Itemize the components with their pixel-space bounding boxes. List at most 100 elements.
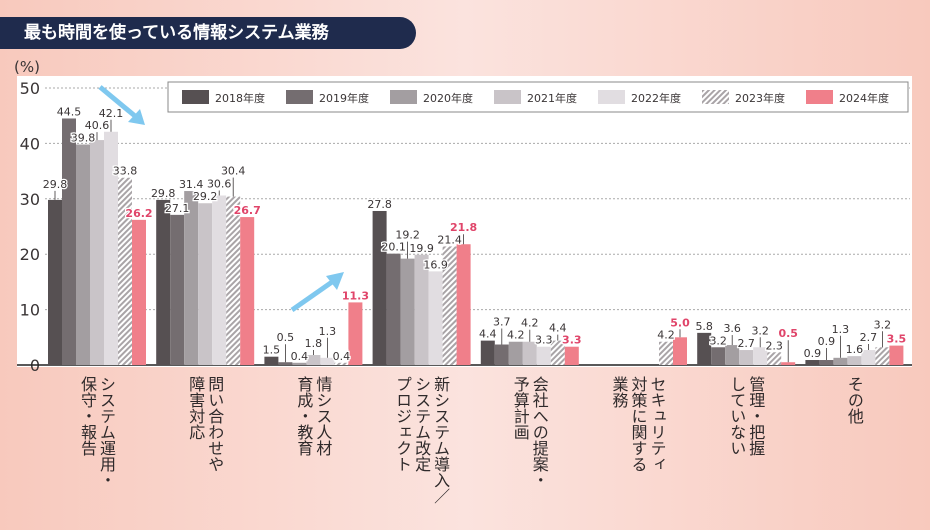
bar xyxy=(212,195,227,365)
bar xyxy=(334,362,349,365)
bar xyxy=(264,356,279,365)
bar xyxy=(386,253,401,365)
data-label: 1.3 xyxy=(832,323,850,336)
data-label: 42.1 xyxy=(99,107,124,120)
data-label: 11.3 xyxy=(342,289,369,302)
trend-arrow-down xyxy=(98,85,145,125)
data-label: 3.2 xyxy=(751,324,769,337)
category-label: システム運用・ 保守・報告 xyxy=(78,376,116,488)
bar xyxy=(847,356,862,365)
chart-title: 最も時間を使っている情報システム業務 xyxy=(0,17,416,49)
bar xyxy=(118,177,132,365)
data-label: 26.2 xyxy=(125,207,152,220)
data-label: 3.2 xyxy=(709,334,727,347)
legend-swatch xyxy=(390,90,417,104)
category-label: 会社への提案・ 予算計画 xyxy=(510,376,549,488)
bar xyxy=(550,340,565,365)
bar xyxy=(739,350,754,365)
category-label: 問い合わせや 障害対応 xyxy=(186,376,225,472)
bar xyxy=(494,344,509,365)
bar xyxy=(725,345,740,365)
data-label: 3.6 xyxy=(723,322,741,335)
data-label: 30.4 xyxy=(221,165,246,178)
data-label: 27.8 xyxy=(367,198,392,211)
bar xyxy=(278,362,293,365)
data-label: 31.4 xyxy=(179,178,204,191)
category-label: 情シス人材 育成・教育 xyxy=(294,376,333,456)
bar xyxy=(697,332,712,365)
bar xyxy=(861,350,876,365)
bar xyxy=(62,118,76,365)
bar xyxy=(306,355,321,365)
data-label: 5.8 xyxy=(695,320,713,333)
data-label: 44.5 xyxy=(57,105,82,118)
bar xyxy=(226,196,241,365)
bar xyxy=(320,357,335,365)
bar xyxy=(170,214,185,365)
data-label: 3.2 xyxy=(874,318,892,331)
data-label: 1.5 xyxy=(263,344,281,357)
legend-swatch xyxy=(806,90,833,104)
bar xyxy=(48,199,62,365)
data-label: 27.1 xyxy=(165,202,190,215)
legend-label: 2022年度 xyxy=(631,91,681,105)
bar xyxy=(90,140,104,365)
data-label: 21.4 xyxy=(437,233,462,246)
bar xyxy=(442,246,457,365)
category-label: その他 xyxy=(844,376,864,424)
data-label: 4.2 xyxy=(521,317,539,330)
bar xyxy=(292,362,307,365)
data-label: 4.4 xyxy=(479,328,497,341)
bar xyxy=(480,340,495,365)
legend-swatch xyxy=(182,90,209,104)
data-label: 0.4 xyxy=(333,350,351,363)
data-label: 0.5 xyxy=(778,327,798,340)
trend-arrow-up xyxy=(290,272,344,313)
bar xyxy=(659,341,673,365)
bar xyxy=(400,258,415,365)
category-label: セキュリティ 対策に関する 業務 xyxy=(609,376,667,472)
bar xyxy=(833,357,848,365)
legend-swatch xyxy=(598,90,625,104)
legend-label: 2019年度 xyxy=(319,91,369,105)
category-label: 管理・把握 していない xyxy=(727,376,766,456)
bar xyxy=(889,345,904,365)
data-label: 29.2 xyxy=(193,190,218,203)
data-label: 21.8 xyxy=(450,221,477,234)
bar xyxy=(875,347,890,365)
data-label: 29.8 xyxy=(151,187,176,200)
data-label: 30.6 xyxy=(207,177,232,190)
y-tick-label: 40 xyxy=(20,134,40,153)
data-label: 5.0 xyxy=(670,316,690,329)
data-label: 3.7 xyxy=(493,316,511,329)
data-label: 16.9 xyxy=(423,258,448,271)
data-label: 3.5 xyxy=(887,333,907,346)
data-label: 3.3 xyxy=(535,334,553,347)
data-label: 3.3 xyxy=(562,334,582,347)
bar xyxy=(536,346,551,365)
legend-label: 2018年度 xyxy=(215,91,265,105)
category-label: 新システム導入／ システム改定 プロジェクト xyxy=(393,376,451,504)
data-label: 0.5 xyxy=(277,331,295,344)
data-label: 19.9 xyxy=(409,242,434,255)
data-label: 26.7 xyxy=(234,204,261,217)
bar xyxy=(240,217,255,365)
y-tick-label: 20 xyxy=(20,245,40,264)
bar xyxy=(372,210,387,365)
data-label: 4.2 xyxy=(507,329,525,342)
bar xyxy=(456,244,471,365)
y-tick-label: 10 xyxy=(20,301,40,320)
bar xyxy=(132,219,146,365)
legend-swatch xyxy=(494,90,521,104)
data-label: 2.7 xyxy=(737,337,755,350)
bar xyxy=(184,191,199,365)
data-label: 0.4 xyxy=(291,350,309,363)
y-tick-label: 30 xyxy=(20,190,40,209)
y-axis-unit: (%) xyxy=(14,58,40,76)
data-label: 4.4 xyxy=(549,322,567,335)
data-label: 2.7 xyxy=(860,331,878,344)
data-label: 40.6 xyxy=(85,119,110,132)
data-label: 39.8 xyxy=(71,132,96,145)
bar xyxy=(104,131,118,365)
y-tick-label: 50 xyxy=(20,79,40,98)
